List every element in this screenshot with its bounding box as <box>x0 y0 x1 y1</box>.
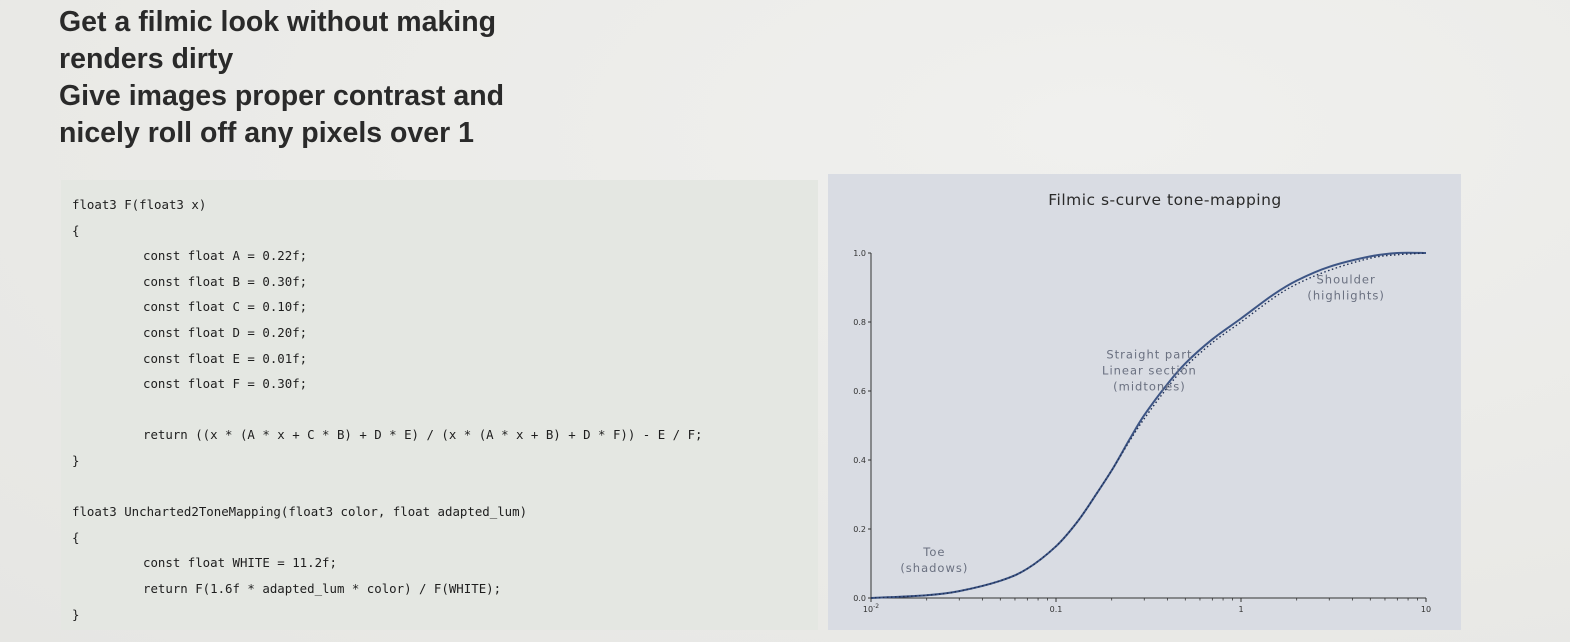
chart-panel: Filmic s-curve tone-mapping 0.0 0.2 0.4 0.6… <box>828 174 1461 630</box>
title-line-4: nicely roll off any pixels over 1 <box>59 117 474 149</box>
x-tick-label: 0.1 <box>1050 605 1063 614</box>
x-tick-label: 10-2 <box>863 603 879 614</box>
annotation-label: (shadows) <box>900 561 968 575</box>
annotation-label: Straight part <box>1106 347 1192 361</box>
code-line: return ((x * (A * x + C * B) + D * E) / … <box>143 427 703 443</box>
y-tick-label: 0.0 <box>853 594 866 603</box>
annotation-label: Linear section <box>1102 363 1197 377</box>
chart-axes: 0.00.20.40.60.81.010-2 0.1 1 10 <box>853 249 1431 614</box>
code-line: } <box>72 606 80 622</box>
code-line: } <box>72 452 80 468</box>
x-tick-label-text: 1 <box>1238 605 1243 614</box>
title-line-1: Get a filmic look without making <box>59 6 497 38</box>
x-tick-label-text: 10 <box>863 605 873 614</box>
code-line <box>72 474 703 500</box>
x-tick-label: 10 <box>1421 605 1431 614</box>
annotation-label: (midtones) <box>1113 379 1186 393</box>
code-line: { <box>72 529 80 545</box>
code-panel: float3 F(float3 x) { const float A = 0.22f… <box>61 180 818 630</box>
annotation-label: (highlights) <box>1307 289 1385 303</box>
chart-series <box>870 251 1427 599</box>
code-line <box>72 397 703 423</box>
annotation-label: Shoulder <box>1317 273 1376 287</box>
title-line-3: Give images proper contrast and <box>59 80 505 112</box>
code-line: const float B = 0.30f; <box>143 273 308 289</box>
y-tick-label: 0.8 <box>853 318 866 327</box>
slide-title: Get a filmic look without making renders… <box>59 4 779 152</box>
code-block: float3 F(float3 x) { const float A = 0.22f… <box>72 192 703 627</box>
tone-mapping-chart: Filmic s-curve tone-mapping 0.0 0.2 0.4 0.6… <box>853 191 1431 614</box>
code-line: const float WHITE = 11.2f; <box>143 555 337 571</box>
filmic-curve-line <box>870 251 1427 599</box>
y-tick-label: 0.4 <box>853 456 866 465</box>
x-tick-label-exponent: -2 <box>873 603 879 610</box>
code-line: const float D = 0.20f; <box>143 324 308 340</box>
x-tick-label-text: 0.1 <box>1050 605 1063 614</box>
chart-annotations: Toe (shadows) Straight part Linear section (… <box>900 273 1385 576</box>
code-line: const float A = 0.22f; <box>143 248 308 264</box>
code-line: const float E = 0.01f; <box>143 350 308 366</box>
title-line-2: renders dirty <box>59 43 234 75</box>
reference-curve-line <box>870 252 1427 599</box>
code-line: { <box>72 222 80 238</box>
code-line: const float F = 0.30f; <box>143 376 308 392</box>
y-tick-label: 0.2 <box>853 525 866 534</box>
annotation-label: Toe <box>922 545 945 559</box>
y-tick-label: 0.6 <box>853 387 866 396</box>
x-tick-label-text: 10 <box>1421 605 1431 614</box>
code-line: const float C = 0.10f; <box>143 299 308 315</box>
chart-title: Filmic s-curve tone-mapping <box>1048 191 1282 209</box>
code-line: float3 F(float3 x) <box>72 197 207 212</box>
code-line: return F(1.6f * adapted_lum * color) / F… <box>143 580 502 596</box>
x-tick-label: 1 <box>1238 605 1243 614</box>
code-line: float3 Uncharted2ToneMapping(float3 colo… <box>72 504 528 520</box>
y-tick-label: 1.0 <box>853 249 866 258</box>
